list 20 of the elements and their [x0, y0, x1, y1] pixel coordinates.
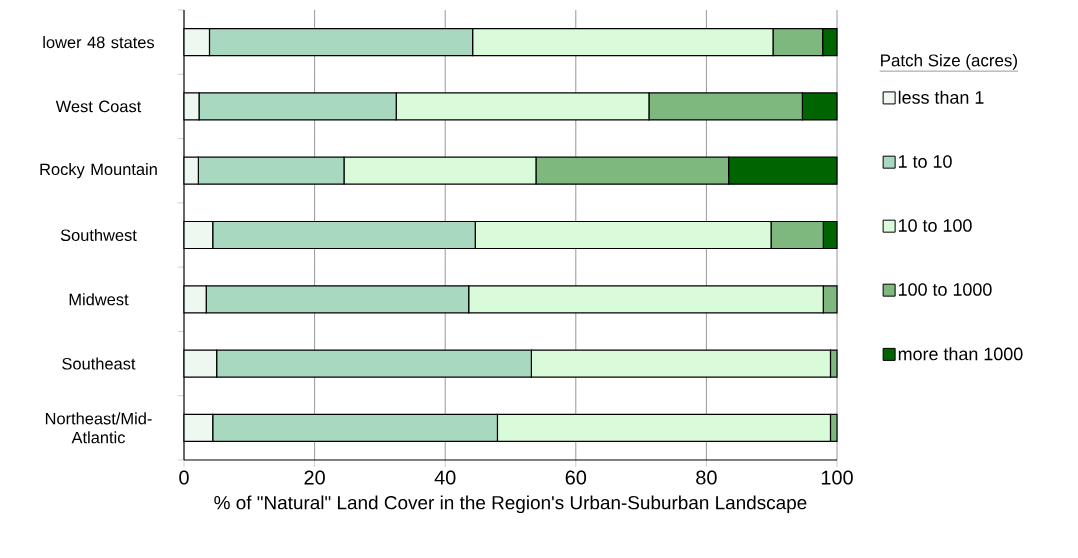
legend-label: 1 to 10 — [898, 155, 952, 168]
legend-label: less than 1 — [898, 90, 984, 104]
y-tick-label: Midwest — [69, 293, 129, 306]
legend-label: 10 to 100 — [898, 219, 972, 232]
y-tick-label: West Coast — [55, 100, 142, 113]
x-tick-label: 60 — [565, 470, 587, 485]
legend-title: Patch Size (acres) — [881, 53, 1017, 70]
x-axis-title: % of "Natural" Land Cover in the Region's Urban-Suburban Landscape — [214, 495, 807, 514]
y-tick-label: Southeast — [62, 357, 136, 370]
y-tick-label: Southwest — [60, 228, 137, 242]
x-tick-label: 40 — [434, 470, 456, 485]
x-tick-label: 0 — [179, 470, 189, 485]
y-tick-label: Rocky Mountain — [40, 163, 157, 179]
legend-label: 100 to 1000 — [898, 283, 992, 296]
y-tick-label: Northeast/Mid-Atlantic — [45, 412, 152, 444]
x-tick-label: 80 — [696, 470, 717, 485]
y-tick-label: lower 48 states — [43, 36, 155, 49]
x-tick-label: 20 — [304, 470, 325, 485]
x-tick-label: 100 — [821, 470, 853, 485]
legend-label: more than 1000 — [898, 347, 1023, 361]
